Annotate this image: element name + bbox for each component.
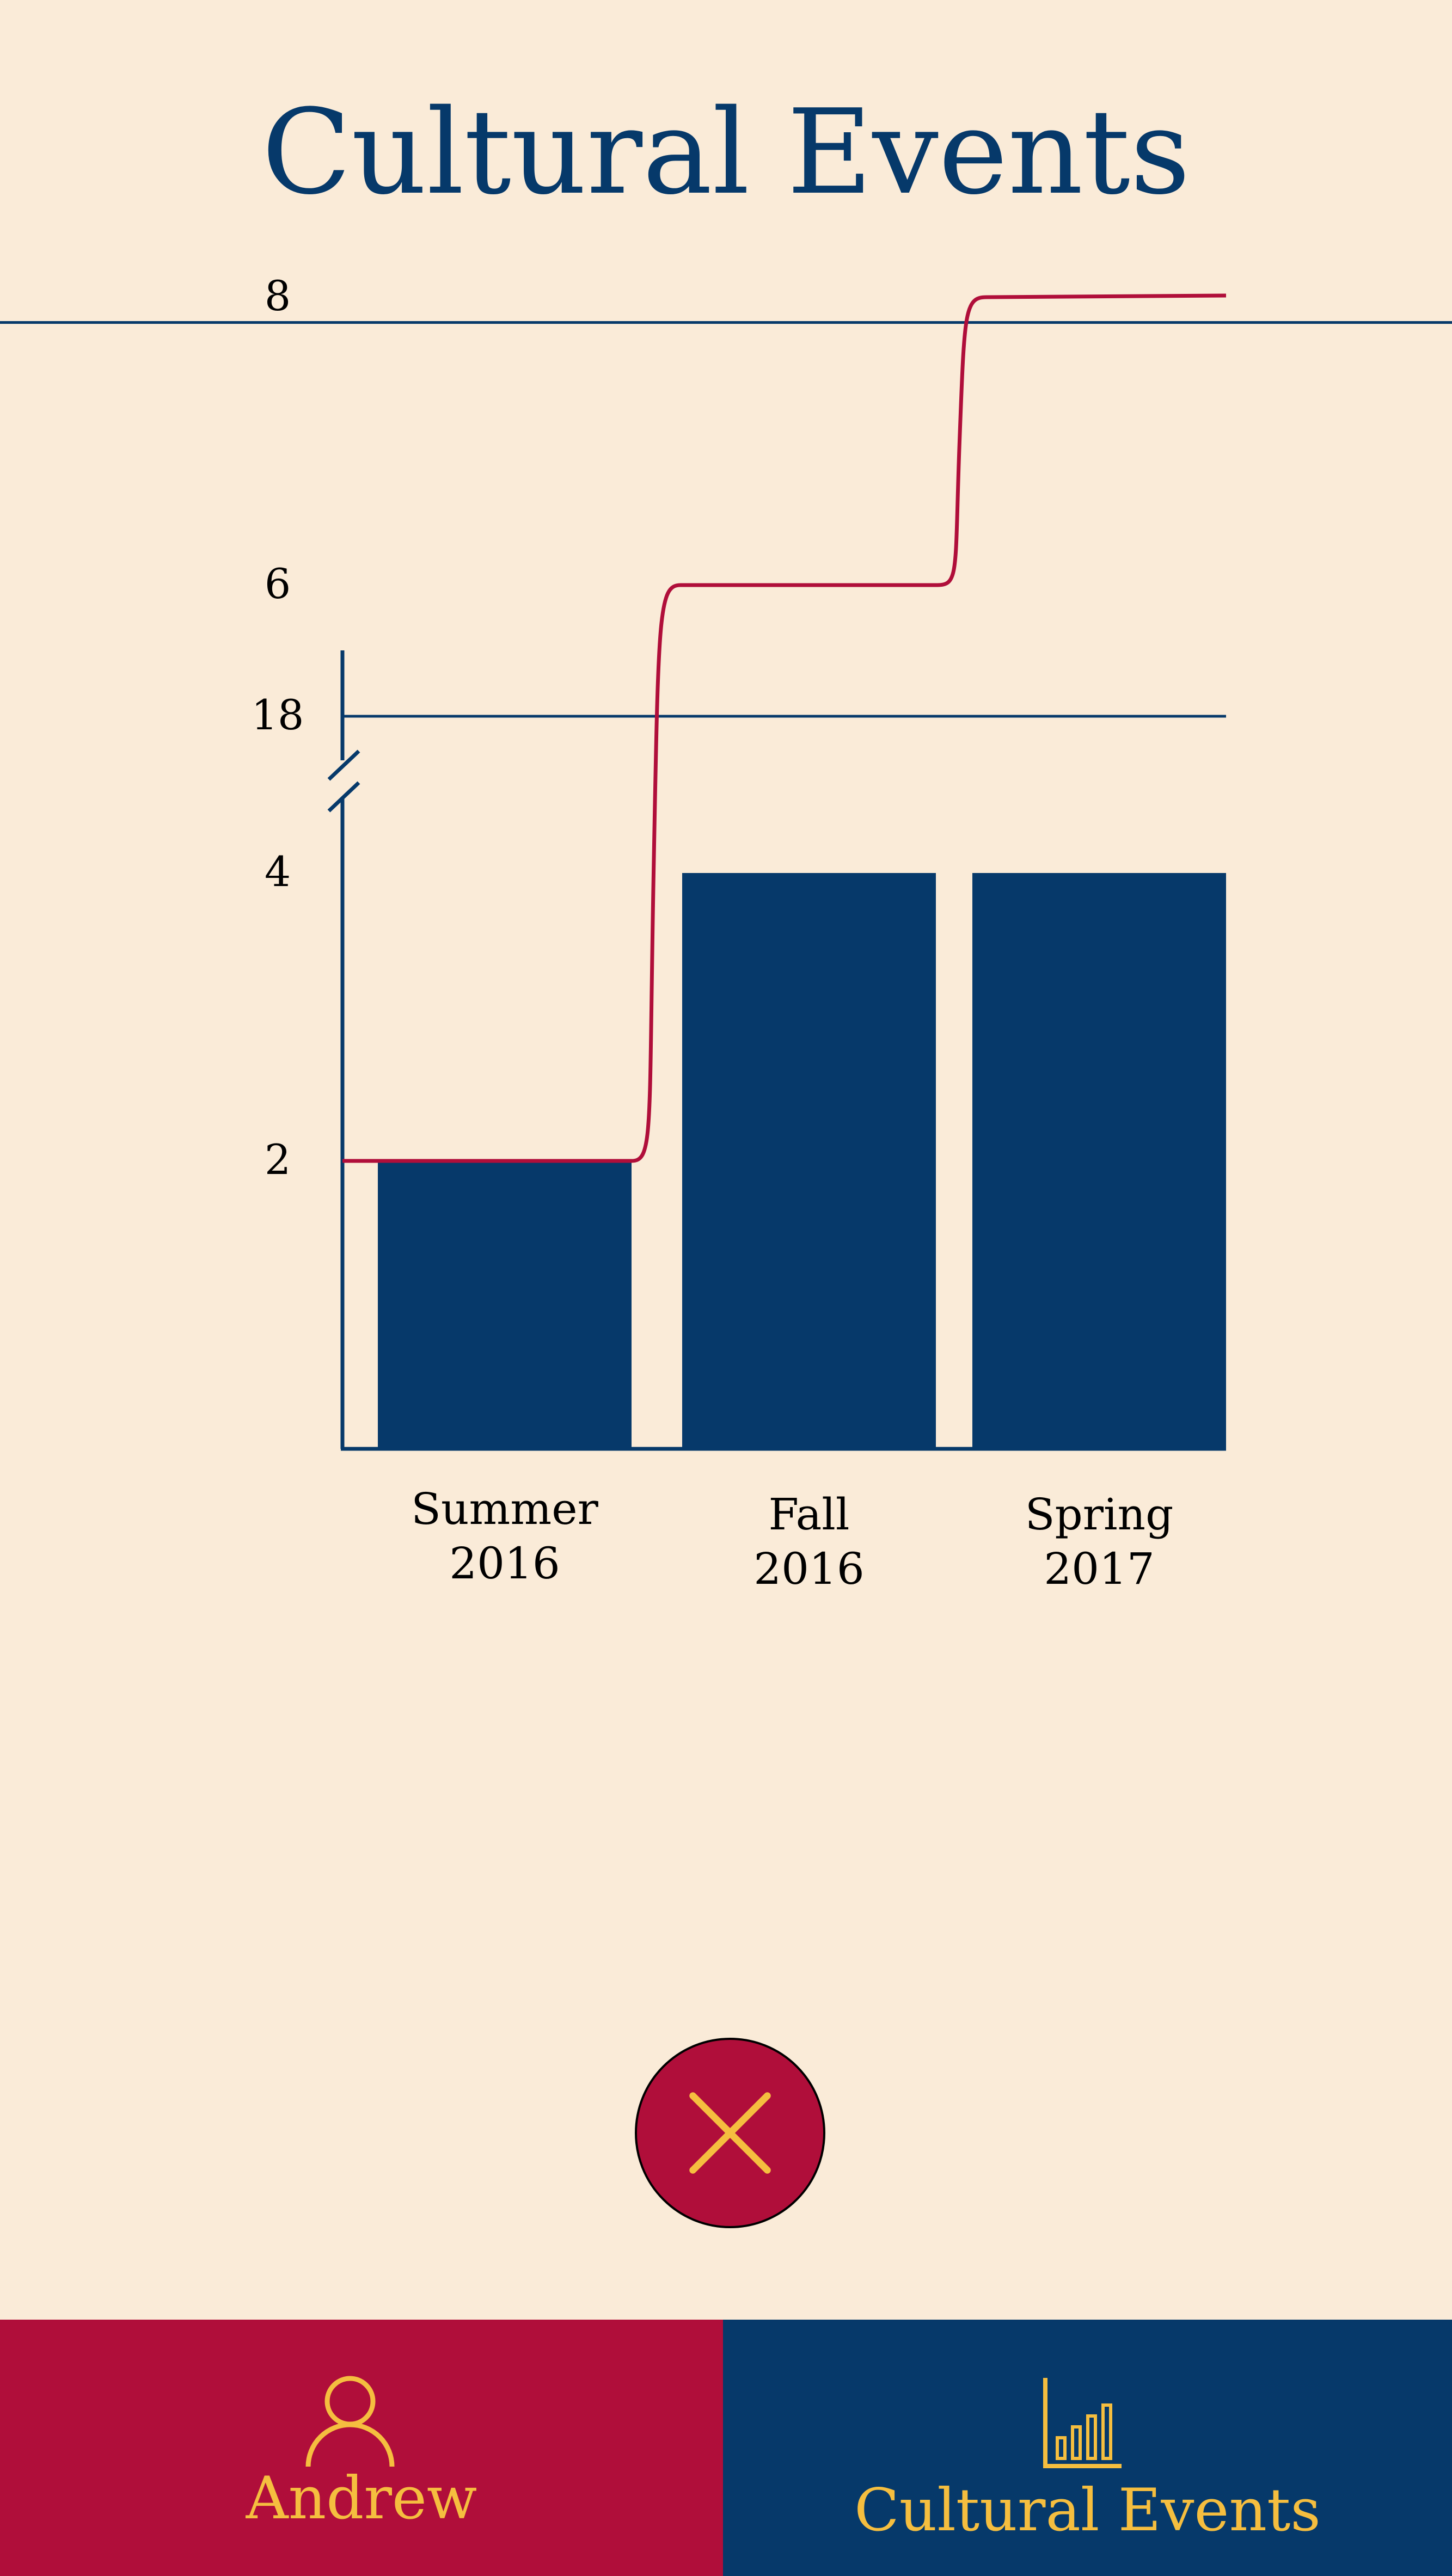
axis-break-mark-upper — [327, 749, 360, 781]
nav-item-label: Andrew — [246, 2464, 477, 2532]
bar — [972, 873, 1226, 1449]
user-icon — [305, 2376, 395, 2467]
axis-break-mark-lower — [327, 781, 360, 813]
x-tick-label: Summer 2016 — [411, 1484, 598, 1589]
y-tick-label: 8 — [265, 272, 291, 320]
bar — [682, 873, 936, 1449]
header: Cultural Events — [0, 0, 1452, 324]
y-tick-label: 2 — [265, 1135, 291, 1184]
x-tick-labels: Summer 2016 Fall 2016 Spring 2017 — [411, 1484, 1173, 1594]
nav-item-cultural-events[interactable]: Cultural Events — [723, 2320, 1452, 2576]
bottom-nav: Andrew Cultural Events — [0, 2320, 1452, 2576]
y-tick-labels: 2 4 6 8 18 — [252, 272, 304, 1184]
y-tick-label: 6 — [265, 560, 291, 608]
bars-group — [378, 873, 1226, 1449]
x-tick-label: Spring 2017 — [1025, 1489, 1174, 1594]
axes-group — [327, 650, 1226, 1451]
x-tick-label: Fall 2016 — [753, 1489, 865, 1594]
close-icon — [689, 2092, 771, 2174]
nav-item-andrew[interactable]: Andrew — [0, 2320, 723, 2576]
nav-item-label: Cultural Events — [854, 2476, 1321, 2544]
series-line — [342, 293, 1227, 1163]
bar-chart-icon — [1043, 2378, 1122, 2468]
y-tick-label: 4 — [265, 847, 291, 896]
close-button[interactable] — [635, 2038, 825, 2228]
bar — [378, 1161, 632, 1449]
y-tick-label: 18 — [252, 691, 304, 739]
page-title: Cultural Events — [261, 84, 1191, 220]
